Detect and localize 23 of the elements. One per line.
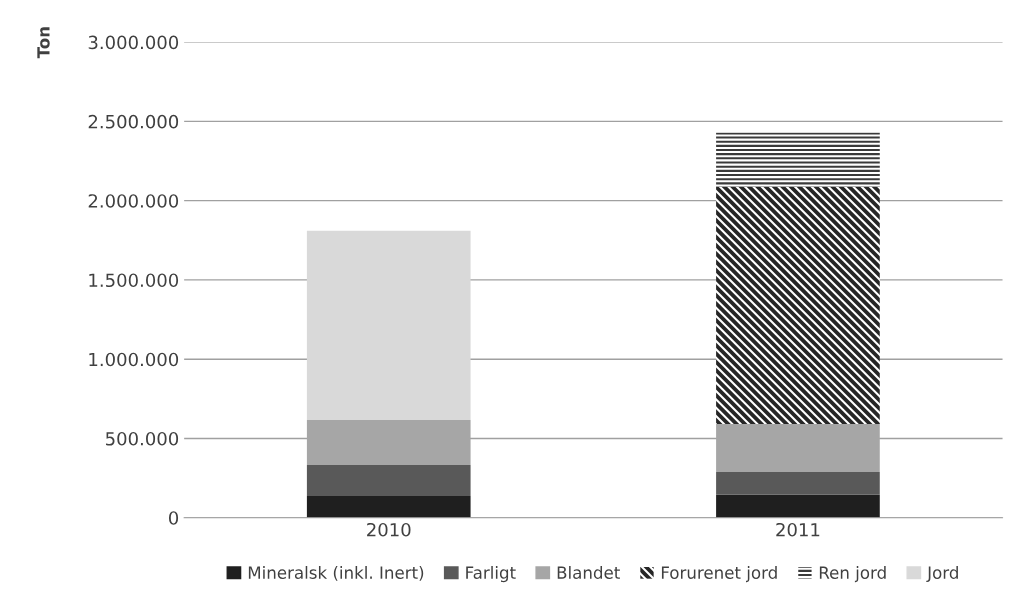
y-axis-title: Ton bbox=[37, 27, 50, 59]
legend-label: Ren jord bbox=[819, 566, 886, 583]
y-tick-label: 2.500.000 bbox=[88, 114, 179, 129]
legend-label: Jord bbox=[926, 566, 958, 583]
bar bbox=[306, 496, 471, 518]
bar bbox=[716, 132, 880, 187]
y-tick-label: 0 bbox=[168, 511, 179, 525]
bar bbox=[716, 494, 880, 518]
legend-label: Blandet bbox=[557, 566, 620, 579]
bar bbox=[716, 186, 880, 425]
bar bbox=[716, 471, 880, 495]
bar bbox=[306, 230, 471, 421]
bar bbox=[306, 464, 471, 496]
legend-label: Mineralsk (inkl. Inert) bbox=[248, 566, 424, 581]
y-tick-label: 500.000 bbox=[106, 431, 179, 446]
y-tick-label: 1.000.000 bbox=[89, 352, 179, 367]
y-tick-label: 1.500.000 bbox=[89, 273, 179, 288]
x-tick-label: 2011 bbox=[776, 522, 820, 537]
x-tick-label: 2010 bbox=[367, 522, 411, 537]
legend-label: Farligt bbox=[466, 566, 516, 583]
legend-label: Forurenet jord bbox=[661, 566, 777, 583]
y-tick-label: 2.000.000 bbox=[88, 194, 179, 208]
y-tick-label: 3.000.000 bbox=[88, 35, 179, 50]
